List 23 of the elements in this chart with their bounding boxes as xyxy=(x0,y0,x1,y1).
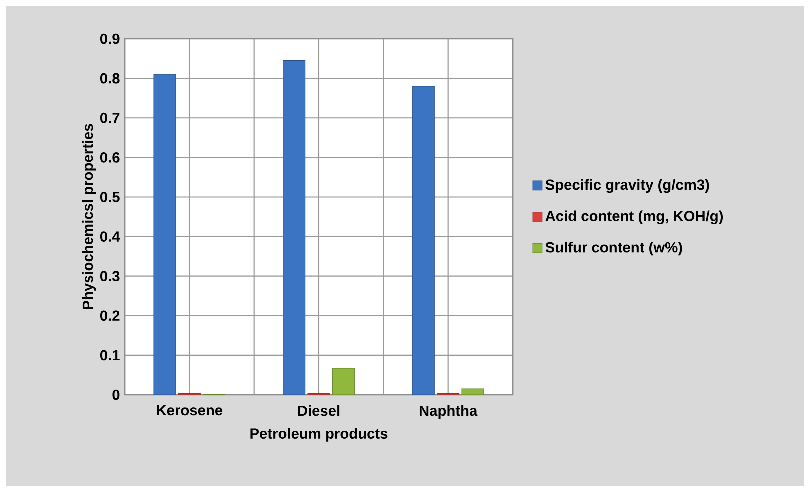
bar xyxy=(462,388,484,395)
y-tick-label: 0.5 xyxy=(100,192,120,202)
bar xyxy=(283,60,306,395)
y-axis-title: Physiochemicsl properties xyxy=(82,124,96,310)
y-tick-label: 0.1 xyxy=(100,350,120,361)
x-axis-title: Petroleum products xyxy=(250,428,388,442)
x-tick-label: Naphtha xyxy=(420,405,478,420)
x-tick-label: Diesel xyxy=(298,405,340,416)
y-tick-label: 0.3 xyxy=(100,271,120,282)
legend-label: Specific gravity (g/cm3) xyxy=(546,179,710,194)
x-tick-label: Kerosene xyxy=(157,405,223,416)
y-tick-label: 0.2 xyxy=(100,310,120,322)
y-tick-label: 0.8 xyxy=(100,73,120,84)
bar xyxy=(154,74,176,395)
y-tick-label: 0.6 xyxy=(100,152,120,163)
bar xyxy=(332,368,355,395)
bar xyxy=(412,86,435,395)
y-tick-label: 0.9 xyxy=(100,34,120,44)
y-tick-label: 0.4 xyxy=(100,232,120,242)
y-tick-label: 0.7 xyxy=(100,112,120,124)
legend-label: Sulfur content (w%) xyxy=(546,242,682,256)
legend-label: Acid content (mg, KOH/g) xyxy=(546,210,724,224)
y-tick-label: 0 xyxy=(112,390,120,400)
